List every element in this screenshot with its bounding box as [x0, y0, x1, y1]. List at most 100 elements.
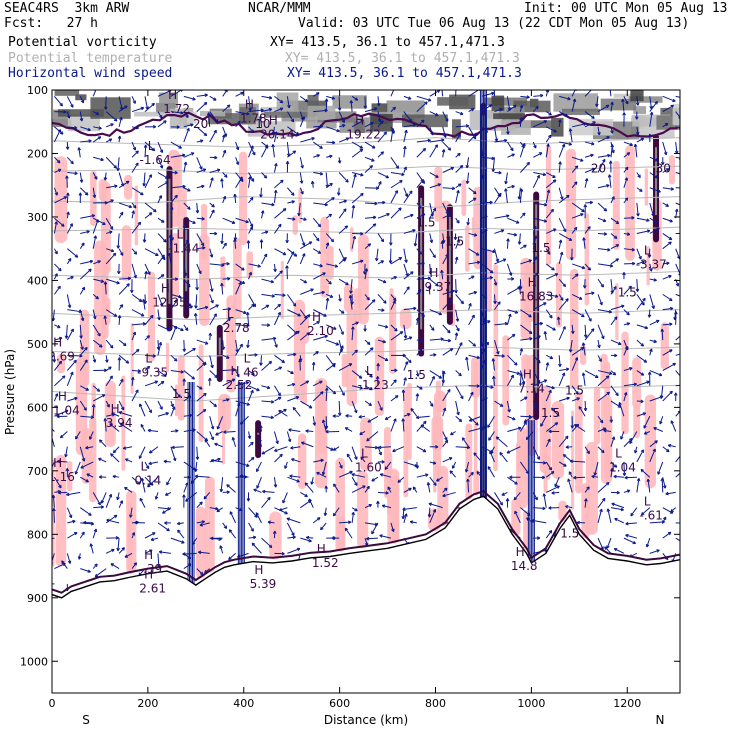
wind-vector	[442, 213, 451, 219]
pv-negative-shade	[633, 404, 641, 439]
wind-vector	[235, 324, 250, 327]
wind-vector	[292, 407, 301, 417]
wind-vector	[675, 202, 680, 206]
wind-vector-head	[422, 448, 427, 453]
wind-vector	[170, 385, 181, 398]
wind-vector-head	[681, 384, 684, 387]
wind-vector	[105, 375, 113, 387]
wind-vector-head	[349, 100, 354, 104]
wind-vector-head	[150, 537, 155, 542]
wind-vector	[571, 293, 583, 300]
wind-vector	[157, 181, 169, 189]
wind-vector-head	[268, 107, 273, 112]
wind-vector-head	[221, 263, 225, 267]
wind-vector-head	[330, 447, 334, 451]
wind-vector	[65, 324, 68, 339]
wind-vector-head	[379, 407, 383, 411]
wind-vector-head	[252, 151, 256, 156]
wind-vector-head	[249, 226, 253, 230]
wind-vector	[492, 157, 495, 172]
wind-vector	[429, 370, 442, 379]
wind-vector	[131, 248, 138, 255]
wind-vector-head	[185, 239, 189, 243]
wind-vector-head	[297, 313, 301, 317]
wind-vector-head	[77, 556, 82, 560]
wind-vector-head	[597, 344, 601, 349]
pv-negative-shade	[644, 394, 657, 489]
wind-vector	[286, 294, 297, 307]
wind-vector-head	[187, 283, 191, 288]
wind-vector	[326, 263, 338, 268]
wind-vector-head	[656, 227, 660, 231]
wind-vector	[442, 149, 445, 158]
wind-vector	[351, 385, 363, 389]
wind-vector-head	[296, 547, 301, 552]
wind-vector	[131, 562, 137, 569]
wind-vector-head	[466, 445, 471, 450]
extremum-marker: H	[53, 456, 62, 470]
pv-stratosphere-shade	[600, 98, 637, 111]
wind-vector-head	[432, 254, 436, 259]
wind-vector	[377, 172, 389, 179]
wind-vector	[636, 230, 651, 234]
wind-vector-head	[622, 472, 627, 476]
wind-vector	[416, 393, 419, 402]
wind-vector	[80, 476, 89, 483]
wind-vector-head	[642, 412, 647, 416]
wind-vector-head	[444, 437, 448, 441]
pv-negative-shade	[198, 344, 204, 443]
wind-vector-head	[573, 475, 577, 480]
wind-vector-head	[259, 425, 263, 429]
wind-vector-head	[103, 177, 108, 181]
wind-vector-head	[542, 493, 547, 497]
wind-vector-head	[167, 252, 172, 257]
wind-vector-head	[336, 128, 340, 133]
wind-vector-head	[615, 244, 620, 248]
wind-vector	[131, 141, 136, 151]
wind-vector-head	[489, 200, 493, 205]
wind-vector	[93, 260, 101, 265]
wind-vector	[623, 346, 629, 356]
wind-vector-head	[447, 213, 451, 217]
wind-vector	[507, 476, 518, 485]
wind-vector	[286, 251, 295, 265]
wind-vector	[196, 521, 205, 524]
wind-vector	[465, 461, 470, 473]
wind-vector-head	[438, 375, 443, 379]
wind-vector	[248, 226, 253, 234]
wind-vector	[558, 111, 568, 117]
wind-vector-head	[253, 488, 257, 492]
wind-vector-head	[631, 261, 636, 266]
wind-vector	[183, 324, 189, 331]
wind-vector	[546, 273, 558, 280]
wind-vector-head	[398, 207, 402, 211]
wind-vector-head	[88, 268, 92, 273]
wind-vector	[403, 129, 407, 143]
wind-vector	[571, 309, 585, 318]
pv-negative-shade	[600, 353, 608, 389]
wind-vector	[442, 202, 449, 215]
wind-vector-head	[201, 184, 205, 189]
wind-vector-head	[615, 258, 620, 262]
wind-vector	[559, 141, 572, 146]
wind-vector-head	[418, 251, 423, 255]
wind-vector	[416, 119, 425, 128]
wind-vector	[144, 314, 154, 326]
wind-vector	[455, 385, 464, 399]
wind-vector-head	[628, 285, 632, 290]
wind-vector	[545, 90, 549, 97]
wind-vector-head	[433, 353, 437, 357]
pv-negative-shade	[204, 476, 215, 573]
wind-vector	[532, 400, 538, 409]
extremum-marker: H	[58, 390, 67, 404]
wind-vector	[299, 116, 305, 127]
wind-vector-head	[416, 415, 420, 420]
pv-negative-shade	[493, 370, 498, 472]
wind-vector	[196, 393, 207, 402]
wind-vector-head	[120, 252, 124, 256]
wind-vector-head	[142, 299, 146, 303]
wind-vector	[118, 283, 130, 295]
wind-vector-head	[245, 219, 249, 224]
pv-negative-shade	[389, 294, 397, 374]
wind-vector	[565, 505, 573, 509]
